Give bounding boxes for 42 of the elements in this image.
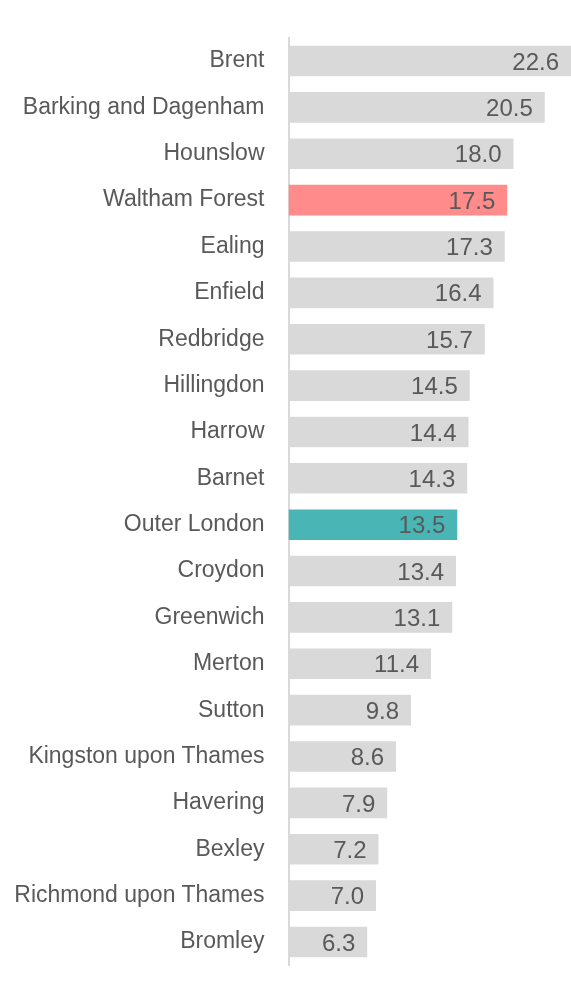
y-tick-label: Ealing bbox=[200, 231, 265, 258]
data-label: 6.3 bbox=[321, 928, 356, 956]
y-tick-label: Bexley bbox=[195, 834, 265, 861]
data-label: 17.3 bbox=[446, 233, 493, 261]
data-label: 18.0 bbox=[454, 140, 502, 168]
y-tick-label: Merton bbox=[192, 649, 265, 676]
y-tick-label: Brent bbox=[209, 46, 266, 73]
y-tick-label: Outer London bbox=[123, 510, 265, 537]
data-label: 13.4 bbox=[397, 557, 444, 585]
y-tick-label: Havering bbox=[172, 788, 265, 815]
y-tick-label: Waltham Forest bbox=[103, 185, 266, 212]
data-label: 13.5 bbox=[398, 511, 446, 539]
y-tick-label: Greenwich bbox=[154, 602, 265, 629]
data-label: 7.9 bbox=[341, 789, 376, 817]
y-tick-label: Richmond upon Thames bbox=[14, 880, 265, 907]
data-label: 13.1 bbox=[393, 604, 441, 632]
bar bbox=[288, 509, 458, 540]
data-label: 8.6 bbox=[350, 743, 384, 771]
data-label: 7.0 bbox=[330, 882, 364, 910]
y-tick-label: Bromley bbox=[180, 927, 265, 954]
y-tick-label: Enfield bbox=[194, 278, 265, 305]
data-label: 22.6 bbox=[512, 47, 559, 75]
bar bbox=[288, 184, 508, 216]
data-label: 9.8 bbox=[365, 696, 399, 724]
y-tick-label: Sutton bbox=[198, 695, 265, 722]
data-label: 16.4 bbox=[434, 279, 482, 307]
data-label: 11.4 bbox=[374, 650, 419, 678]
data-label: 14.5 bbox=[411, 372, 458, 400]
y-tick-label: Barking and Dagenham bbox=[22, 92, 265, 119]
y-tick-label: Croydon bbox=[177, 556, 265, 583]
y-tick-label: Barnet bbox=[196, 463, 266, 490]
y-tick-label: Kingston upon Thames bbox=[28, 741, 265, 768]
data-label: 17.5 bbox=[448, 186, 496, 214]
data-label: 14.4 bbox=[409, 418, 457, 446]
y-tick-label: Harrow bbox=[190, 417, 265, 444]
y-tick-label: Hounslow bbox=[163, 139, 265, 166]
data-label: 7.2 bbox=[333, 835, 367, 863]
data-label: 20.5 bbox=[486, 93, 533, 121]
data-label: 15.7 bbox=[426, 325, 473, 353]
y-tick-label: Hillingdon bbox=[163, 370, 265, 397]
y-tick-label: Redbridge bbox=[158, 324, 265, 351]
data-label: 14.3 bbox=[408, 464, 456, 492]
